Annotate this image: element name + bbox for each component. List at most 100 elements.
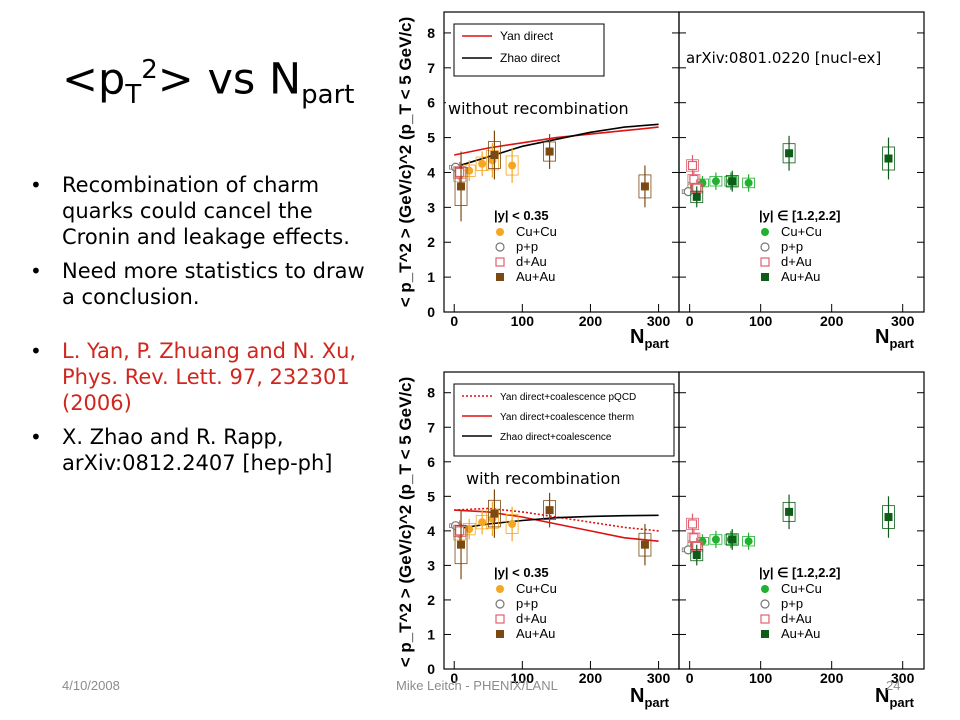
- legend-marker-d+Au: [495, 257, 505, 267]
- x-tick-label: 200: [820, 313, 844, 329]
- sys-box-Cu+Cu: [724, 175, 738, 187]
- sys-box-Cu+Cu: [709, 534, 723, 545]
- sys-box-d+Au: [686, 517, 699, 531]
- y-tick-label: 6: [427, 454, 435, 470]
- legend-marker-Au+Au: [761, 630, 769, 638]
- data-point-Au+Au: [545, 147, 554, 156]
- y-tick-label: 8: [427, 385, 435, 401]
- sys-box-Au+Au: [543, 141, 556, 162]
- bullet-reference-zhao: X. Zhao and R. Rapp, arXiv:0812.2407 [he…: [30, 424, 370, 476]
- panel-label-bg-2: [464, 467, 656, 489]
- bullet-list: Recombination of charm quarks could canc…: [30, 172, 370, 484]
- x-axis-title: Npart: [630, 326, 670, 351]
- data-point-Au+Au: [692, 551, 701, 560]
- data-point-d+Au: [687, 519, 698, 529]
- data-point-Au+Au: [785, 149, 794, 158]
- legend-label-Cu+Cu: Cu+Cu: [781, 581, 822, 596]
- sys-box-Cu+Cu: [485, 150, 499, 171]
- legend-label-Au+Au: Au+Au: [781, 269, 820, 284]
- sys-box-Au+Au: [488, 141, 501, 169]
- theory-legend-label-0: Yan direct: [500, 29, 554, 43]
- x-tick-label: 300: [891, 313, 915, 329]
- sys-box-Au+Au: [454, 525, 468, 565]
- data-point-Cu+Cu: [508, 519, 517, 528]
- data-point-Au+Au: [640, 540, 649, 549]
- legend-marker-Cu+Cu: [761, 585, 769, 593]
- legend-label-Au+Au: Au+Au: [516, 269, 555, 284]
- x-axis-title: Npart: [875, 326, 915, 351]
- footer-date: 4/10/2008: [62, 678, 120, 693]
- x-tick-label: 300: [647, 670, 671, 686]
- data-point-Cu+Cu: [478, 518, 487, 527]
- x-axis-title: Npart: [630, 685, 670, 710]
- data-point-Au+Au: [728, 177, 737, 186]
- arxiv-label: arXiv:0801.0220 [nucl-ex]: [686, 49, 881, 67]
- y-tick-label: 7: [427, 419, 435, 435]
- data-point-Cu+Cu: [711, 535, 720, 544]
- y-tick-label: 6: [427, 95, 435, 111]
- chart-figure: < p_T^2 > (GeV/c)^2 (p_T < 5 GeV/c) 0 1 2 3 4…: [396, 11, 925, 710]
- legend-marker-Cu+Cu: [496, 228, 504, 236]
- legend-marker-d+Au: [760, 257, 770, 267]
- sys-box-Cu+Cu: [724, 534, 738, 545]
- legend-label-p+p: p+p: [781, 239, 803, 254]
- theory-legend-label-1: Yan direct+coalescence therm: [500, 412, 634, 423]
- y-tick-label: 5: [427, 488, 435, 504]
- sys-box-Au+Au: [882, 146, 895, 171]
- sys-box-Au+Au: [638, 174, 652, 199]
- x-tick-label: 0: [686, 670, 694, 686]
- sys-box-d+Au: [686, 159, 699, 172]
- rapidity-label: |y| < 0.35: [494, 208, 549, 223]
- sys-box-Au+Au: [638, 532, 652, 557]
- data-point-Au+Au: [640, 182, 649, 191]
- y-tick-label: 1: [427, 626, 435, 642]
- legend-marker-p+p: [495, 599, 505, 609]
- y-tick-label: 0: [427, 661, 435, 677]
- theory-legend-box: [453, 23, 605, 77]
- x-tick-label: 200: [579, 670, 603, 686]
- sys-box-Au+Au: [488, 499, 501, 528]
- x-tick-label: 200: [579, 313, 603, 329]
- curve-0: [454, 126, 659, 156]
- legend-label-p+p: p+p: [516, 239, 538, 254]
- sys-box-Au+Au: [543, 500, 556, 521]
- curve-1: [454, 509, 659, 542]
- sys-box-Cu+Cu: [485, 508, 499, 529]
- data-point-Au+Au: [490, 509, 499, 518]
- panel-label-1: without recombination: [448, 99, 629, 118]
- sys-box-d+Au: [453, 524, 467, 537]
- x-tick-label: 0: [450, 670, 458, 686]
- data-point-Cu+Cu: [744, 178, 753, 187]
- legend-marker-p+p: [760, 242, 770, 252]
- legend-label-Au+Au: Au+Au: [781, 626, 820, 641]
- data-point-Au+Au: [490, 151, 499, 160]
- bullet-reference-yan: L. Yan, P. Zhuang and N. Xu, Phys. Rev. …: [30, 338, 370, 416]
- sys-box-Au+Au: [725, 175, 739, 188]
- legend-label-d+Au: d+Au: [781, 611, 812, 626]
- legend-label-Cu+Cu: Cu+Cu: [781, 224, 822, 239]
- data-point-Au+Au: [457, 182, 466, 191]
- legend-label-Cu+Cu: Cu+Cu: [516, 224, 557, 239]
- y-tick-label: 8: [427, 25, 435, 41]
- sys-box-Au+Au: [782, 501, 796, 522]
- data-point-Au+Au: [884, 513, 893, 522]
- y-tick-label: 3: [427, 199, 435, 215]
- data-point-d+Au: [455, 167, 465, 178]
- sys-box-Au+Au: [690, 190, 704, 204]
- data-point-Cu+Cu: [508, 161, 517, 170]
- data-point-Cu+Cu: [711, 177, 720, 186]
- sys-box-Cu+Cu: [505, 155, 519, 176]
- data-point-Cu+Cu: [744, 537, 753, 546]
- data-point-d+Au: [687, 160, 698, 171]
- y-axis-title-1: < p_T^2 > (GeV/c)^2 (p_T < 5 GeV/c): [396, 17, 415, 308]
- data-point-Cu+Cu: [465, 525, 474, 534]
- legend-label-Au+Au: Au+Au: [516, 626, 555, 641]
- data-point-Au+Au: [785, 507, 794, 516]
- data-point-Au+Au: [545, 506, 554, 515]
- theory-legend-label-0: Yan direct+coalescence pQCD: [500, 392, 636, 403]
- legend-label-d+Au: d+Au: [781, 254, 812, 269]
- x-tick-label: 200: [820, 670, 844, 686]
- rapidity-label: |y| ∈ [1.2,2.2]: [759, 208, 840, 223]
- legend-marker-p+p: [760, 599, 770, 609]
